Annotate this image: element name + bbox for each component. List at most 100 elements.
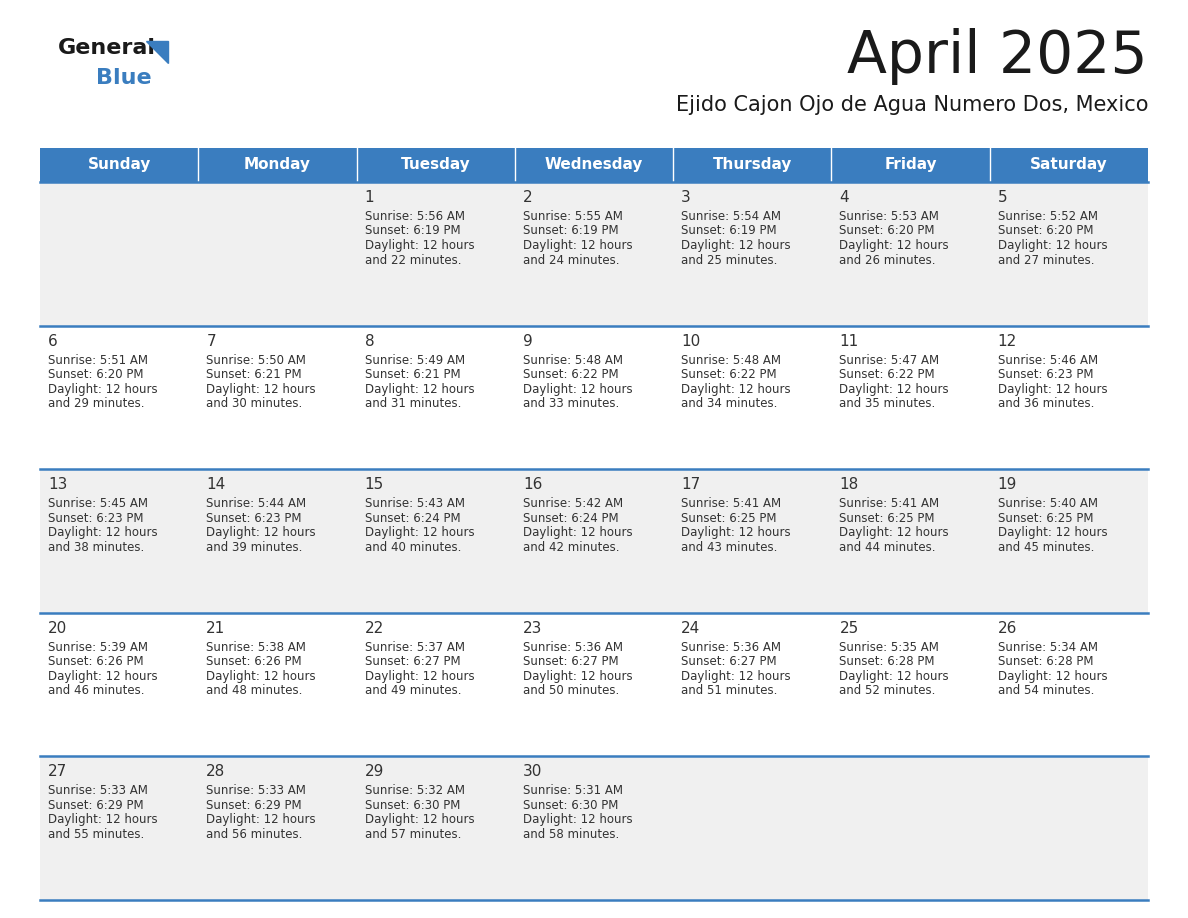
Text: Sunrise: 5:33 AM: Sunrise: 5:33 AM xyxy=(48,784,147,798)
Text: Daylight: 12 hours: Daylight: 12 hours xyxy=(207,526,316,539)
Bar xyxy=(990,148,1148,182)
Text: and 50 minutes.: and 50 minutes. xyxy=(523,684,619,698)
Text: Daylight: 12 hours: Daylight: 12 hours xyxy=(840,526,949,539)
Bar xyxy=(674,469,832,613)
Text: Sunrise: 5:48 AM: Sunrise: 5:48 AM xyxy=(681,353,782,366)
Text: Sunset: 6:22 PM: Sunset: 6:22 PM xyxy=(681,368,777,381)
Bar xyxy=(40,326,198,469)
Bar xyxy=(832,613,990,756)
Text: 6: 6 xyxy=(48,333,58,349)
Text: Daylight: 12 hours: Daylight: 12 hours xyxy=(998,383,1107,396)
Text: Sunrise: 5:41 AM: Sunrise: 5:41 AM xyxy=(840,498,940,510)
Bar xyxy=(514,613,674,756)
Text: Daylight: 12 hours: Daylight: 12 hours xyxy=(998,239,1107,252)
Text: Sunset: 6:22 PM: Sunset: 6:22 PM xyxy=(840,368,935,381)
Text: Daylight: 12 hours: Daylight: 12 hours xyxy=(681,383,791,396)
Text: and 24 minutes.: and 24 minutes. xyxy=(523,253,619,266)
Text: 17: 17 xyxy=(681,477,701,492)
Text: Sunrise: 5:36 AM: Sunrise: 5:36 AM xyxy=(681,641,782,654)
Text: 13: 13 xyxy=(48,477,68,492)
Text: Tuesday: Tuesday xyxy=(400,158,470,173)
Text: Daylight: 12 hours: Daylight: 12 hours xyxy=(523,670,632,683)
Text: Sunset: 6:24 PM: Sunset: 6:24 PM xyxy=(523,511,619,525)
Bar xyxy=(990,469,1148,613)
Text: Sunrise: 5:32 AM: Sunrise: 5:32 AM xyxy=(365,784,465,798)
Text: Daylight: 12 hours: Daylight: 12 hours xyxy=(365,813,474,826)
Text: Daylight: 12 hours: Daylight: 12 hours xyxy=(207,670,316,683)
Text: Sunrise: 5:49 AM: Sunrise: 5:49 AM xyxy=(365,353,465,366)
Bar xyxy=(674,326,832,469)
Text: Sunset: 6:19 PM: Sunset: 6:19 PM xyxy=(523,225,619,238)
Text: 23: 23 xyxy=(523,621,542,636)
Text: and 38 minutes.: and 38 minutes. xyxy=(48,541,144,554)
Text: Daylight: 12 hours: Daylight: 12 hours xyxy=(365,670,474,683)
Text: 2: 2 xyxy=(523,190,532,205)
Bar xyxy=(674,148,832,182)
Bar xyxy=(832,148,990,182)
Bar xyxy=(832,326,990,469)
Bar xyxy=(198,182,356,326)
Bar xyxy=(514,469,674,613)
Text: and 27 minutes.: and 27 minutes. xyxy=(998,253,1094,266)
Text: Sunset: 6:23 PM: Sunset: 6:23 PM xyxy=(207,511,302,525)
Bar xyxy=(356,613,514,756)
Text: Sunset: 6:29 PM: Sunset: 6:29 PM xyxy=(48,799,144,812)
Text: Sunset: 6:25 PM: Sunset: 6:25 PM xyxy=(998,511,1093,525)
Text: Sunset: 6:23 PM: Sunset: 6:23 PM xyxy=(998,368,1093,381)
Text: Daylight: 12 hours: Daylight: 12 hours xyxy=(48,526,158,539)
Text: Daylight: 12 hours: Daylight: 12 hours xyxy=(207,813,316,826)
Text: Daylight: 12 hours: Daylight: 12 hours xyxy=(365,526,474,539)
Text: Daylight: 12 hours: Daylight: 12 hours xyxy=(365,383,474,396)
Polygon shape xyxy=(146,41,168,63)
Bar xyxy=(514,756,674,900)
Text: and 55 minutes.: and 55 minutes. xyxy=(48,828,144,841)
Bar xyxy=(514,148,674,182)
Text: Sunset: 6:30 PM: Sunset: 6:30 PM xyxy=(523,799,618,812)
Text: Daylight: 12 hours: Daylight: 12 hours xyxy=(365,239,474,252)
Bar xyxy=(40,613,198,756)
Text: Monday: Monday xyxy=(244,158,311,173)
Text: Sunset: 6:23 PM: Sunset: 6:23 PM xyxy=(48,511,144,525)
Bar xyxy=(198,613,356,756)
Text: Sunset: 6:26 PM: Sunset: 6:26 PM xyxy=(207,655,302,668)
Text: and 45 minutes.: and 45 minutes. xyxy=(998,541,1094,554)
Bar xyxy=(198,756,356,900)
Text: Sunrise: 5:56 AM: Sunrise: 5:56 AM xyxy=(365,210,465,223)
Text: April 2025: April 2025 xyxy=(847,28,1148,85)
Text: Sunrise: 5:50 AM: Sunrise: 5:50 AM xyxy=(207,353,307,366)
Text: 9: 9 xyxy=(523,333,532,349)
Text: and 48 minutes.: and 48 minutes. xyxy=(207,684,303,698)
Text: Sunrise: 5:52 AM: Sunrise: 5:52 AM xyxy=(998,210,1098,223)
Text: Sunset: 6:19 PM: Sunset: 6:19 PM xyxy=(365,225,460,238)
Text: Sunrise: 5:55 AM: Sunrise: 5:55 AM xyxy=(523,210,623,223)
Text: Daylight: 12 hours: Daylight: 12 hours xyxy=(681,239,791,252)
Text: Sunset: 6:20 PM: Sunset: 6:20 PM xyxy=(48,368,144,381)
Text: Sunrise: 5:38 AM: Sunrise: 5:38 AM xyxy=(207,641,307,654)
Text: 8: 8 xyxy=(365,333,374,349)
Text: 1: 1 xyxy=(365,190,374,205)
Text: 29: 29 xyxy=(365,765,384,779)
Bar xyxy=(198,469,356,613)
Text: and 56 minutes.: and 56 minutes. xyxy=(207,828,303,841)
Text: 16: 16 xyxy=(523,477,542,492)
Text: Daylight: 12 hours: Daylight: 12 hours xyxy=(840,239,949,252)
Bar xyxy=(198,148,356,182)
Text: Sunset: 6:25 PM: Sunset: 6:25 PM xyxy=(681,511,777,525)
Text: Sunrise: 5:51 AM: Sunrise: 5:51 AM xyxy=(48,353,148,366)
Text: Wednesday: Wednesday xyxy=(545,158,643,173)
Text: Sunset: 6:20 PM: Sunset: 6:20 PM xyxy=(998,225,1093,238)
Text: and 43 minutes.: and 43 minutes. xyxy=(681,541,777,554)
Text: Sunrise: 5:35 AM: Sunrise: 5:35 AM xyxy=(840,641,940,654)
Text: 21: 21 xyxy=(207,621,226,636)
Text: 27: 27 xyxy=(48,765,68,779)
Text: Sunrise: 5:36 AM: Sunrise: 5:36 AM xyxy=(523,641,623,654)
Text: 19: 19 xyxy=(998,477,1017,492)
Bar xyxy=(40,756,198,900)
Text: Sunrise: 5:46 AM: Sunrise: 5:46 AM xyxy=(998,353,1098,366)
Bar xyxy=(990,182,1148,326)
Bar xyxy=(356,756,514,900)
Text: Sunset: 6:28 PM: Sunset: 6:28 PM xyxy=(840,655,935,668)
Text: and 36 minutes.: and 36 minutes. xyxy=(998,397,1094,410)
Text: Sunrise: 5:54 AM: Sunrise: 5:54 AM xyxy=(681,210,782,223)
Text: and 30 minutes.: and 30 minutes. xyxy=(207,397,303,410)
